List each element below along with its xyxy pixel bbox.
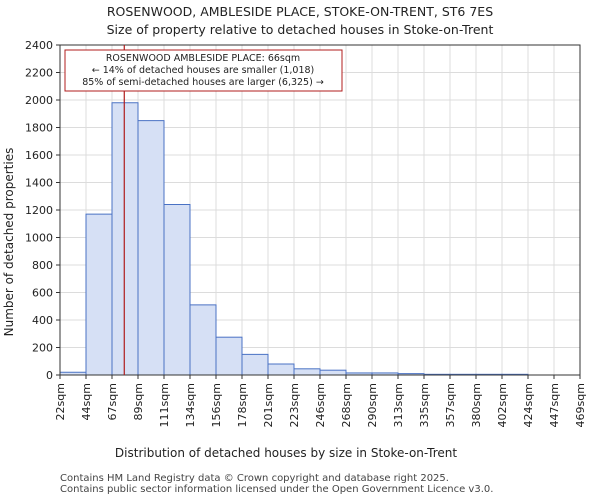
chart-subtitle: Size of property relative to detached ho…	[106, 22, 494, 37]
x-tick-label: 89sqm	[132, 383, 145, 420]
histogram-bar	[215, 336, 243, 376]
chart-title: ROSENWOOD, AMBLESIDE PLACE, STOKE-ON-TRE…	[106, 4, 494, 19]
annotation-line-2: ← 14% of detached houses are smaller (1,…	[92, 65, 315, 76]
x-tick-label: 223sqm	[288, 383, 301, 427]
x-tick-label: 335sqm	[418, 383, 431, 427]
x-tick-label: 469sqm	[574, 383, 587, 427]
x-tick-label: 268sqm	[340, 383, 353, 427]
annotation-line-3: 85% of semi-detached houses are larger (…	[82, 77, 324, 88]
y-tick-label: 2000	[25, 94, 53, 107]
y-tick-label: 1800	[25, 122, 53, 135]
y-tick-label: 1000	[25, 232, 53, 245]
footer-line-1: Contains HM Land Registry data © Crown c…	[60, 473, 449, 484]
x-tick-label: 424sqm	[522, 383, 535, 427]
histogram-bar	[189, 304, 217, 376]
x-axis-ticks: 22sqm 44sqm 67sqm 89sqm 111sqm 134sqm 156sqm 17…	[54, 375, 587, 427]
histogram-bar	[267, 363, 295, 376]
x-tick-label: 357sqm	[444, 383, 457, 427]
y-tick-label: 400	[32, 314, 53, 327]
histogram-bar	[85, 213, 113, 376]
histogram-bars	[59, 102, 529, 376]
x-tick-label: 246sqm	[314, 383, 327, 427]
x-tick-label: 313sqm	[392, 383, 405, 427]
x-tick-label: 67sqm	[106, 383, 119, 420]
footer-credits: Contains HM Land Registry data © Crown c…	[60, 473, 493, 495]
annotation-line-1: ROSENWOOD AMBLESIDE PLACE: 66sqm	[106, 53, 300, 64]
histogram-bar	[241, 353, 269, 376]
x-tick-label: 178sqm	[236, 383, 249, 427]
footer-line-2: Contains public sector information licen…	[60, 484, 494, 495]
y-axis-label: Number of detached properties	[2, 148, 16, 337]
annotation-box: ROSENWOOD AMBLESIDE PLACE: 66sqm ← 14% o…	[64, 49, 343, 92]
histogram-bar	[111, 102, 139, 376]
histogram-bar	[137, 120, 165, 376]
histogram-bar	[293, 368, 321, 376]
x-tick-label: 447sqm	[548, 383, 561, 427]
x-tick-label: 402sqm	[496, 383, 509, 427]
x-tick-label: 111sqm	[158, 383, 171, 427]
y-tick-label: 1400	[25, 177, 53, 190]
x-axis-label: Distribution of detached houses by size …	[115, 446, 457, 460]
y-tick-label: 1600	[25, 149, 53, 162]
x-tick-label: 156sqm	[210, 383, 223, 427]
y-tick-label: 200	[32, 342, 53, 355]
x-tick-label: 44sqm	[80, 383, 93, 420]
x-tick-label: 134sqm	[184, 383, 197, 427]
x-tick-label: 290sqm	[366, 383, 379, 427]
y-tick-label: 800	[32, 259, 53, 272]
y-tick-label: 600	[32, 287, 53, 300]
x-tick-label: 22sqm	[54, 383, 67, 420]
y-tick-label: 1200	[25, 204, 53, 217]
histogram-bar	[163, 204, 191, 376]
x-tick-label: 201sqm	[262, 383, 275, 427]
y-axis-ticks: 0 200 400 600 800 1000 1200 1400 1600 1800 2000 220…	[25, 39, 60, 382]
y-tick-label: 0	[46, 369, 53, 382]
y-tick-label: 2400	[25, 39, 53, 52]
x-tick-label: 380sqm	[470, 383, 483, 427]
histogram-bar	[319, 369, 347, 376]
y-tick-label: 2200	[25, 67, 53, 80]
